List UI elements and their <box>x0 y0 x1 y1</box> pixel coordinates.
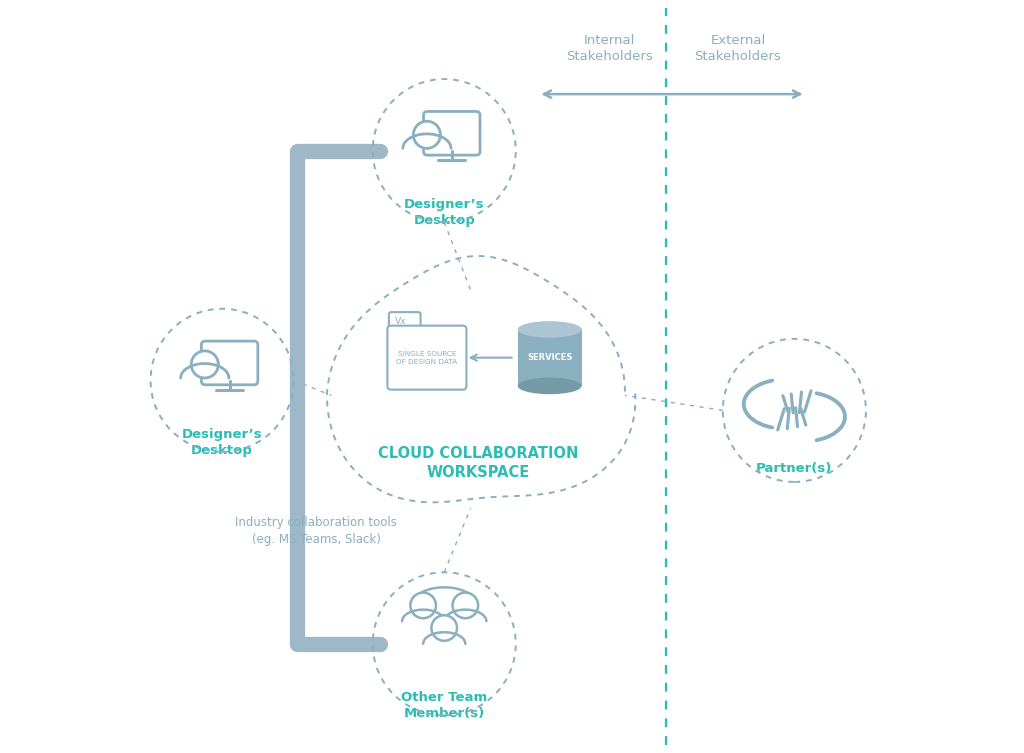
Text: Other Team
Member(s): Other Team Member(s) <box>401 691 487 721</box>
Text: Internal
Stakeholders: Internal Stakeholders <box>566 35 653 63</box>
Text: Designer’s
Desktop: Designer’s Desktop <box>403 198 484 227</box>
Ellipse shape <box>518 377 582 395</box>
Text: SERVICES: SERVICES <box>527 353 572 362</box>
Text: CLOUD COLLABORATION
WORKSPACE: CLOUD COLLABORATION WORKSPACE <box>378 446 579 480</box>
Text: External
Stakeholders: External Stakeholders <box>694 35 781 63</box>
Text: Vx: Vx <box>395 318 407 326</box>
Circle shape <box>411 593 436 618</box>
FancyBboxPatch shape <box>389 312 421 332</box>
FancyBboxPatch shape <box>387 326 467 390</box>
FancyBboxPatch shape <box>202 341 258 385</box>
Text: SINGLE SOURCE
OF DESIGN DATA: SINGLE SOURCE OF DESIGN DATA <box>396 351 458 364</box>
Circle shape <box>431 615 457 641</box>
Text: Partner(s): Partner(s) <box>756 462 833 474</box>
FancyBboxPatch shape <box>424 111 480 155</box>
Circle shape <box>414 121 440 148</box>
Circle shape <box>453 593 478 618</box>
Bar <box>518 330 582 386</box>
Circle shape <box>191 351 218 378</box>
Ellipse shape <box>518 321 582 337</box>
Text: Designer’s
Desktop: Designer’s Desktop <box>182 428 262 457</box>
Text: Industry collaboration tools
(eg. MS Teams, Slack): Industry collaboration tools (eg. MS Tea… <box>236 516 397 546</box>
